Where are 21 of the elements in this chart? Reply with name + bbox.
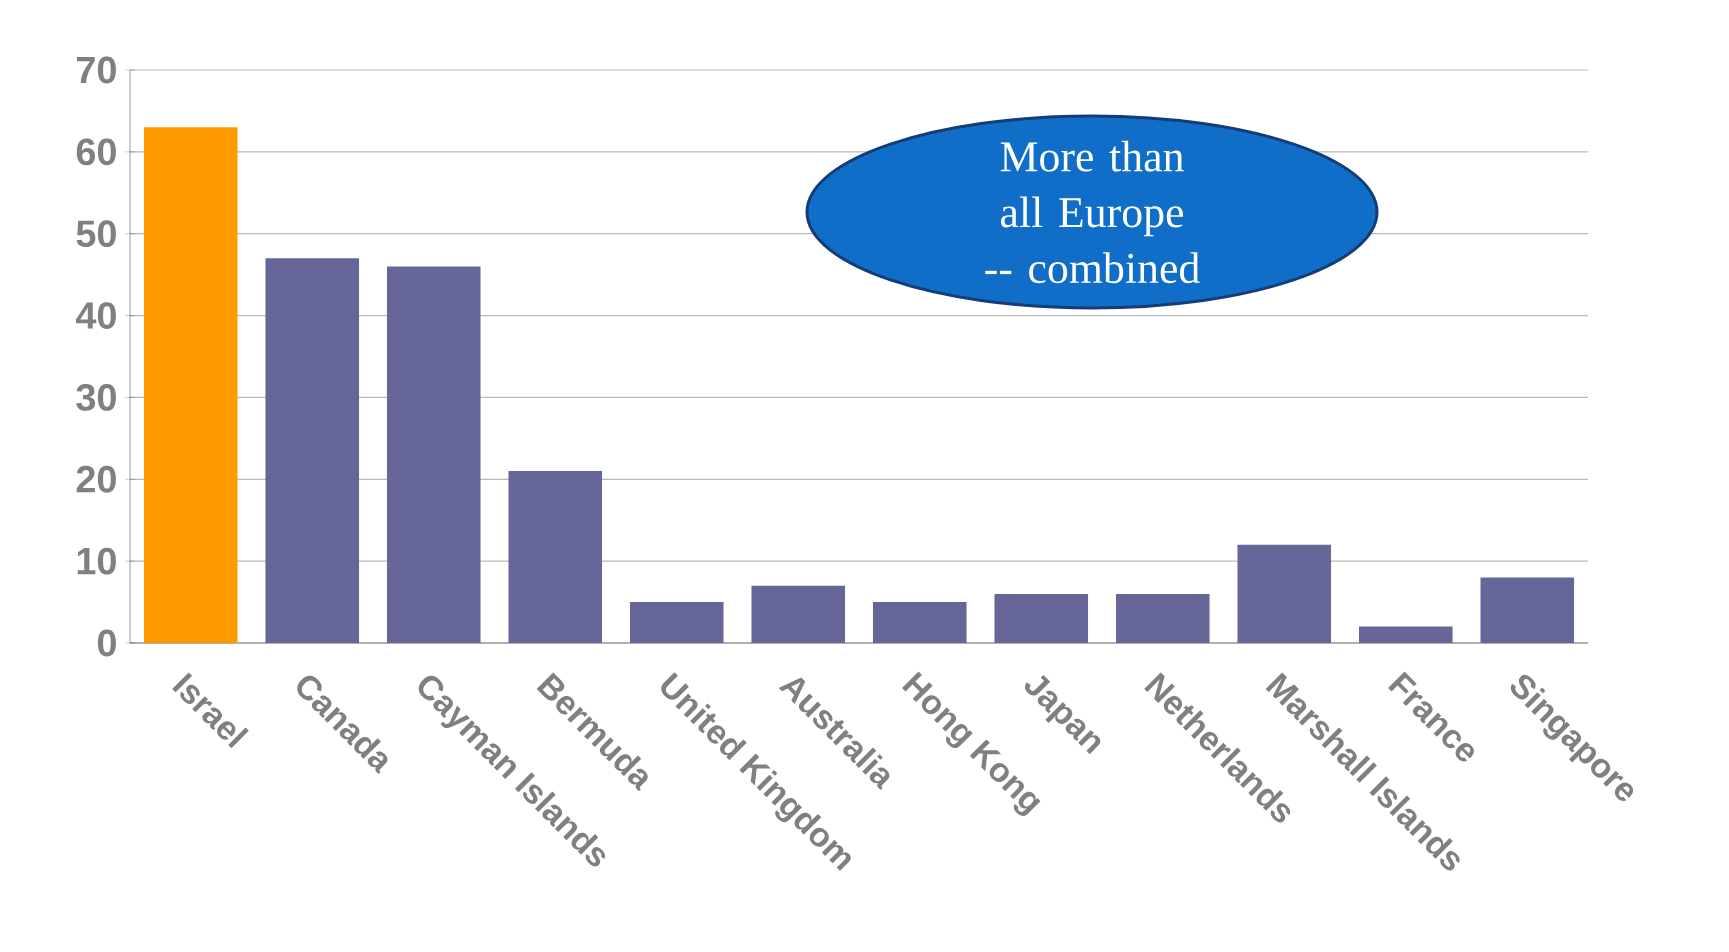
y-tick-label: 60 — [76, 138, 116, 166]
y-tick-label: 0 — [97, 629, 116, 657]
bar — [872, 602, 967, 643]
bar — [629, 602, 724, 643]
bar — [1115, 593, 1210, 643]
bar — [1237, 544, 1332, 643]
bar — [1480, 577, 1575, 643]
y-tick-label: 40 — [75, 302, 116, 329]
y-tick-label: 50 — [76, 220, 116, 248]
bar — [265, 258, 360, 643]
y-tick-label: 20 — [76, 465, 116, 493]
y-tick-label: 10 — [77, 547, 116, 575]
bar — [751, 585, 846, 643]
y-tick-label: 30 — [76, 383, 116, 411]
bar — [1358, 626, 1453, 643]
bar — [143, 127, 238, 643]
annotation: More than all Europe -- combined — [985, 140, 1200, 284]
bar — [386, 266, 481, 643]
bar — [994, 593, 1089, 643]
y-tick-label: 70 — [77, 56, 116, 84]
bar — [508, 471, 603, 643]
